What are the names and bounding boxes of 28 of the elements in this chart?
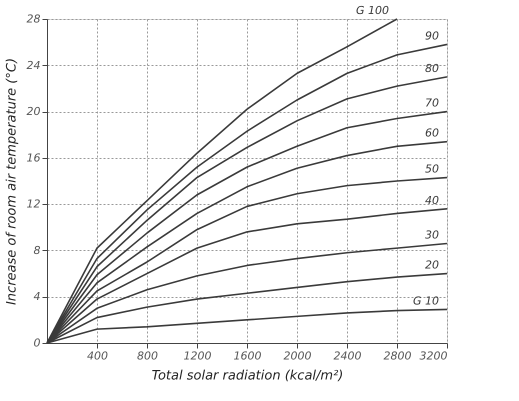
x-tick-label: 2800 — [384, 350, 412, 362]
x-tick-label: 400 — [87, 350, 108, 362]
series-label: 20 — [425, 258, 439, 272]
y-tick-label: 12 — [26, 198, 40, 211]
series-label: 70 — [425, 96, 439, 110]
y-tick-label: 28 — [26, 12, 40, 26]
y-axis-title: Increase of room air temperature (°C) — [4, 58, 20, 306]
y-tick-label: 8 — [34, 244, 40, 257]
y-tick-label: 4 — [34, 290, 40, 304]
series-label: 90 — [425, 29, 439, 42]
y-tick-label: 24 — [26, 58, 40, 72]
x-tick-label: 3200 — [420, 350, 448, 362]
y-tick-label: 0 — [34, 336, 40, 350]
x-tick-label: 2400 — [334, 350, 362, 362]
series-label: 60 — [425, 126, 439, 140]
x-tick-label: 2000 — [284, 350, 312, 362]
y-tick-label: 20 — [26, 105, 40, 118]
x-tick-label: 1200 — [184, 350, 212, 362]
series-label: G 100 — [356, 4, 389, 17]
series-label: 80 — [425, 62, 439, 75]
series-label: 40 — [425, 194, 439, 207]
x-axis-title: Total solar radiation (kcal/m²) — [152, 368, 344, 384]
y-tick-label: 16 — [26, 151, 40, 164]
series-label: 50 — [425, 162, 439, 176]
series-label: G 10 — [412, 294, 439, 308]
series-label: 30 — [425, 228, 439, 242]
x-tick-label: 1600 — [234, 350, 262, 362]
x-tick-label: 800 — [137, 350, 158, 362]
